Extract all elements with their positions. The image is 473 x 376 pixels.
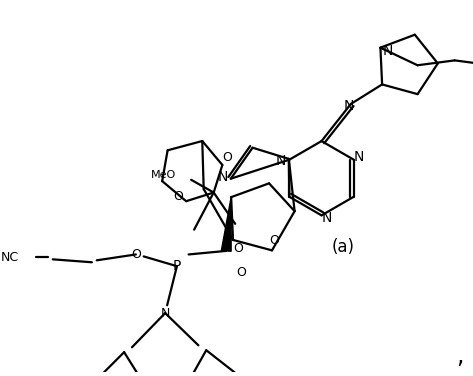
Text: NC: NC	[0, 251, 18, 264]
Text: O: O	[236, 266, 246, 279]
Text: O: O	[233, 243, 243, 255]
Text: N: N	[383, 44, 394, 58]
Text: N: N	[160, 306, 170, 320]
Text: MeO: MeO	[151, 170, 176, 180]
Text: (a): (a)	[332, 238, 355, 256]
Text: ,: ,	[456, 344, 464, 368]
Text: N: N	[276, 154, 286, 168]
Text: P: P	[173, 259, 181, 273]
Text: O: O	[222, 151, 232, 164]
Text: N: N	[353, 150, 364, 164]
Text: N: N	[218, 170, 228, 184]
Text: N: N	[321, 211, 332, 225]
Polygon shape	[221, 197, 231, 251]
Text: O: O	[131, 248, 141, 261]
Text: O: O	[269, 234, 279, 247]
Text: N: N	[344, 99, 354, 113]
Text: O: O	[174, 190, 183, 203]
